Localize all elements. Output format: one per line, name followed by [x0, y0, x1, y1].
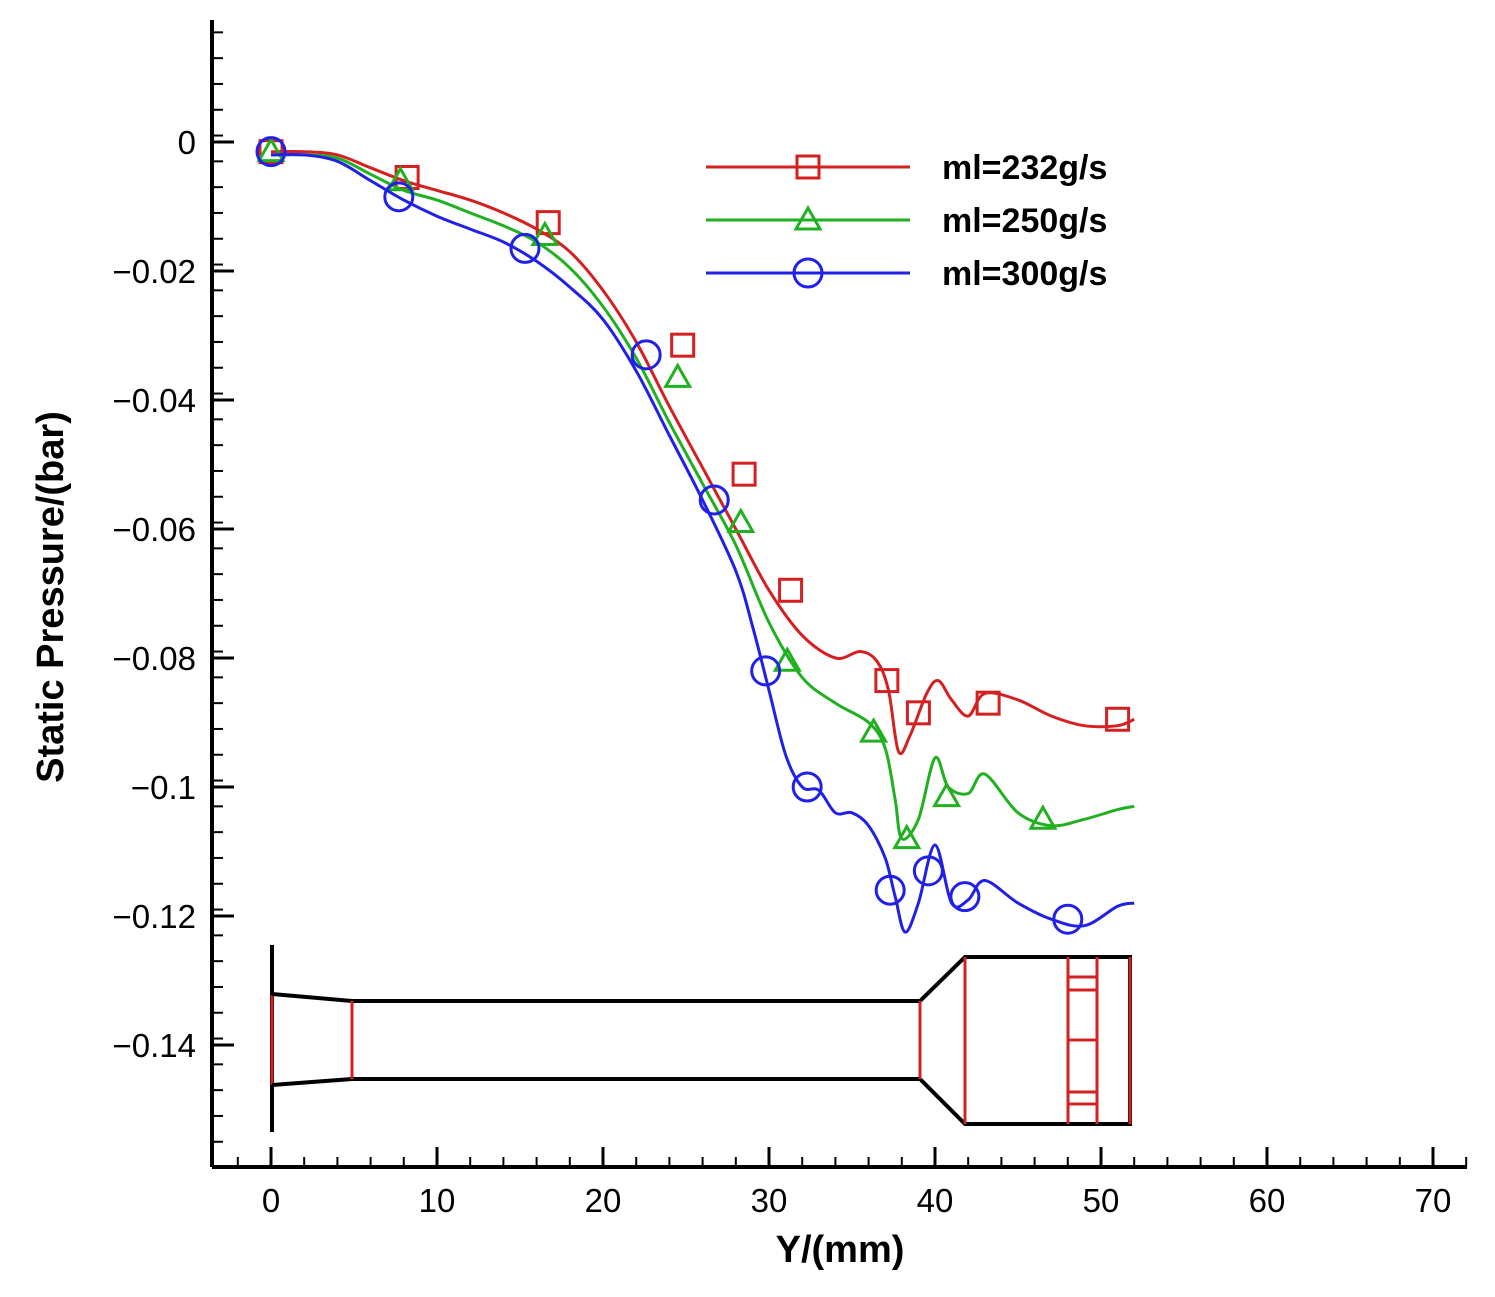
- data-point: [892, 823, 922, 850]
- data-point: [932, 781, 962, 808]
- x-tick-label: 20: [585, 1182, 622, 1219]
- legend-label: ml=250g/s: [942, 202, 1107, 240]
- legend-item: ml=300g/s: [706, 255, 1107, 293]
- series: [255, 136, 1135, 935]
- data-point: [509, 232, 541, 264]
- legend-marker: [792, 257, 824, 289]
- series-2: [256, 136, 1135, 850]
- data-point: [663, 362, 693, 388]
- data-point: [698, 484, 730, 516]
- y-tick-label: −0.08: [113, 640, 197, 677]
- x-tick-label: 50: [1083, 1182, 1120, 1219]
- data-point: [530, 220, 560, 247]
- x-tick-label: 0: [262, 1182, 280, 1219]
- legend-marker: [793, 204, 823, 231]
- ticks: [212, 31, 1468, 1167]
- data-point: [1028, 804, 1058, 830]
- data-point: [750, 655, 782, 687]
- x-tick-label: 40: [917, 1182, 954, 1219]
- series-line: [270, 152, 1135, 934]
- series-1: [258, 139, 1135, 756]
- legend-marker: [795, 154, 821, 180]
- data-point: [874, 668, 900, 694]
- x-axis-title: Y/(mm): [776, 1229, 905, 1271]
- data-point: [256, 136, 286, 163]
- plot-frame: [210, 20, 1467, 1169]
- legend-item: ml=250g/s: [706, 202, 1107, 240]
- data-point: [791, 771, 823, 803]
- data-point: [670, 332, 696, 358]
- series-line: [270, 153, 1135, 841]
- data-point: [912, 855, 944, 887]
- data-point: [726, 507, 756, 534]
- data-point: [255, 136, 287, 168]
- series-3: [255, 136, 1135, 935]
- data-point: [772, 646, 802, 672]
- legend-item: ml=232g/s: [706, 149, 1107, 187]
- data-point: [778, 577, 804, 603]
- y-axis-title: Static Pressure/(bar): [30, 411, 72, 783]
- y-tick-label: −0.14: [113, 1027, 197, 1064]
- data-point: [385, 165, 416, 192]
- x-tick-label: 30: [751, 1182, 788, 1219]
- data-point: [535, 210, 561, 236]
- y-tick-label: −0.04: [113, 382, 197, 419]
- data-point: [949, 881, 981, 913]
- legend-label: ml=300g/s: [942, 255, 1107, 293]
- data-point: [1105, 706, 1131, 732]
- data-point: [630, 339, 662, 371]
- series-line: [270, 149, 1135, 756]
- legend: ml=232g/s ml=250g/s ml=300g/s: [706, 149, 1107, 293]
- data-point: [905, 700, 931, 726]
- y-tick-label: −0.12: [113, 898, 197, 935]
- y-tick-label: −0.1: [131, 769, 196, 806]
- nozzle-schematic: [270, 945, 1132, 1132]
- schematic-upper-wall: [271, 955, 1132, 1126]
- legend-label: ml=232g/s: [942, 149, 1107, 187]
- y-tick-label: −0.02: [113, 253, 197, 290]
- x-tick-label: 70: [1415, 1182, 1452, 1219]
- x-tick-label: 60: [1249, 1182, 1286, 1219]
- data-point: [383, 181, 415, 213]
- tick-labels: 0 10 20 30 40 50 60 70 0 −0.02 −0.04 −0.06 −0.08 −0.1…: [113, 124, 1452, 1219]
- data-point: [874, 874, 906, 906]
- x-tick-label: 10: [419, 1182, 456, 1219]
- data-point: [731, 461, 757, 487]
- data-point: [1052, 903, 1084, 935]
- data-point: [975, 690, 1001, 716]
- y-tick-label: 0: [178, 124, 196, 161]
- data-point: [858, 717, 889, 743]
- y-tick-label: −0.06: [113, 511, 197, 548]
